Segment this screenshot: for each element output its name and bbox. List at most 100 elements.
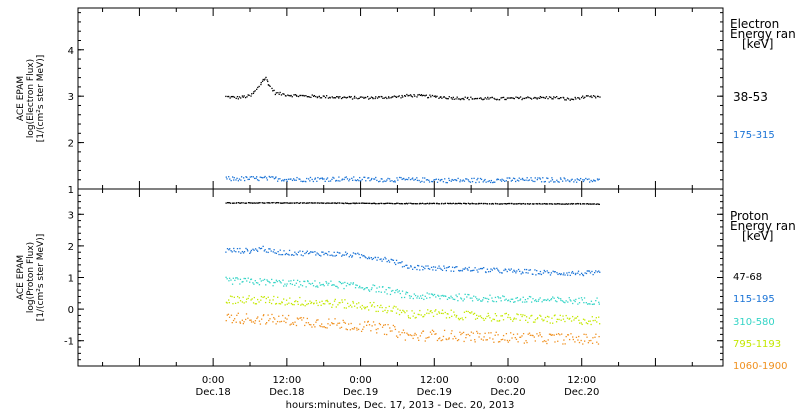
- data-point: [467, 202, 470, 204]
- data-point: [591, 203, 593, 205]
- data-point: [346, 178, 349, 180]
- data-point: [461, 180, 463, 182]
- data-point: [596, 271, 599, 273]
- proton-legend-entry: 795-1193: [733, 339, 781, 350]
- data-point: [302, 317, 305, 319]
- data-point: [597, 343, 600, 345]
- data-point: [278, 302, 280, 305]
- data-point: [408, 334, 410, 336]
- data-point: [597, 203, 600, 205]
- data-point: [556, 300, 558, 303]
- proton-ylabel-line: log(Proton Flux): [26, 242, 36, 313]
- data-point: [535, 97, 537, 99]
- data-point: [327, 323, 329, 325]
- data-point: [592, 319, 594, 322]
- data-point: [558, 181, 560, 183]
- data-point: [530, 177, 532, 179]
- data-point: [276, 280, 278, 283]
- data-point: [352, 282, 355, 284]
- data-point: [370, 257, 372, 259]
- data-point: [537, 203, 539, 205]
- data-point: [363, 326, 365, 328]
- data-point: [333, 300, 336, 302]
- data-point: [253, 249, 255, 251]
- data-point: [322, 202, 324, 204]
- data-point: [448, 177, 450, 180]
- data-point: [518, 97, 520, 99]
- data-point: [571, 203, 573, 205]
- data-point: [289, 95, 291, 97]
- data-point: [555, 333, 558, 336]
- data-point: [267, 251, 269, 254]
- data-point: [324, 97, 327, 99]
- data-point: [235, 251, 237, 253]
- data-point: [332, 304, 334, 306]
- data-point: [382, 286, 384, 288]
- data-point: [341, 178, 344, 180]
- data-point: [395, 203, 397, 205]
- data-point: [514, 180, 517, 183]
- data-point: [284, 283, 286, 285]
- data-point: [290, 178, 292, 180]
- data-point: [440, 268, 442, 270]
- data-point: [591, 270, 593, 273]
- data-point: [440, 295, 442, 297]
- data-point: [562, 315, 564, 317]
- data-point: [323, 95, 325, 97]
- data-point: [467, 293, 469, 296]
- data-point: [320, 325, 322, 328]
- data-point: [350, 202, 352, 205]
- data-point: [320, 97, 323, 99]
- data-point: [407, 95, 409, 97]
- data-point: [413, 293, 415, 295]
- data-point: [418, 297, 421, 299]
- data-point: [447, 202, 449, 205]
- data-point: [256, 249, 258, 251]
- data-point: [420, 94, 423, 96]
- data-point: [246, 176, 248, 179]
- data-point: [411, 203, 413, 205]
- data-point: [511, 179, 514, 181]
- data-point: [404, 203, 407, 205]
- data-point: [421, 95, 423, 97]
- data-point: [477, 271, 479, 273]
- data-point: [395, 259, 398, 262]
- data-point: [458, 269, 460, 272]
- data-point: [406, 264, 408, 267]
- data-point: [558, 272, 561, 275]
- data-point: [364, 321, 366, 323]
- data-point: [504, 98, 506, 101]
- data-point: [319, 325, 321, 327]
- data-point: [574, 341, 576, 343]
- data-point: [341, 299, 343, 301]
- data-point: [290, 202, 292, 204]
- data-point: [527, 179, 529, 182]
- data-point: [528, 317, 531, 319]
- data-point: [425, 203, 427, 205]
- data-point: [489, 181, 492, 184]
- data-point: [569, 317, 571, 320]
- data-point: [442, 335, 445, 338]
- data-point: [394, 328, 397, 331]
- data-point: [522, 272, 524, 274]
- data-point: [497, 334, 499, 336]
- data-point: [265, 284, 267, 286]
- data-point: [471, 177, 473, 180]
- data-point: [404, 95, 407, 97]
- data-point: [252, 282, 254, 284]
- data-point: [456, 96, 458, 98]
- data-point: [304, 280, 306, 283]
- data-point: [271, 87, 273, 90]
- data-point: [240, 179, 242, 181]
- data-point: [463, 98, 465, 101]
- data-point: [291, 179, 294, 182]
- data-point: [237, 180, 240, 182]
- data-point: [564, 178, 566, 180]
- data-point: [394, 326, 396, 328]
- data-point: [295, 202, 297, 204]
- electron-series-38-53: [225, 76, 601, 101]
- data-point: [430, 202, 432, 205]
- data-point: [452, 298, 454, 300]
- data-point: [358, 180, 360, 182]
- data-point: [549, 203, 551, 205]
